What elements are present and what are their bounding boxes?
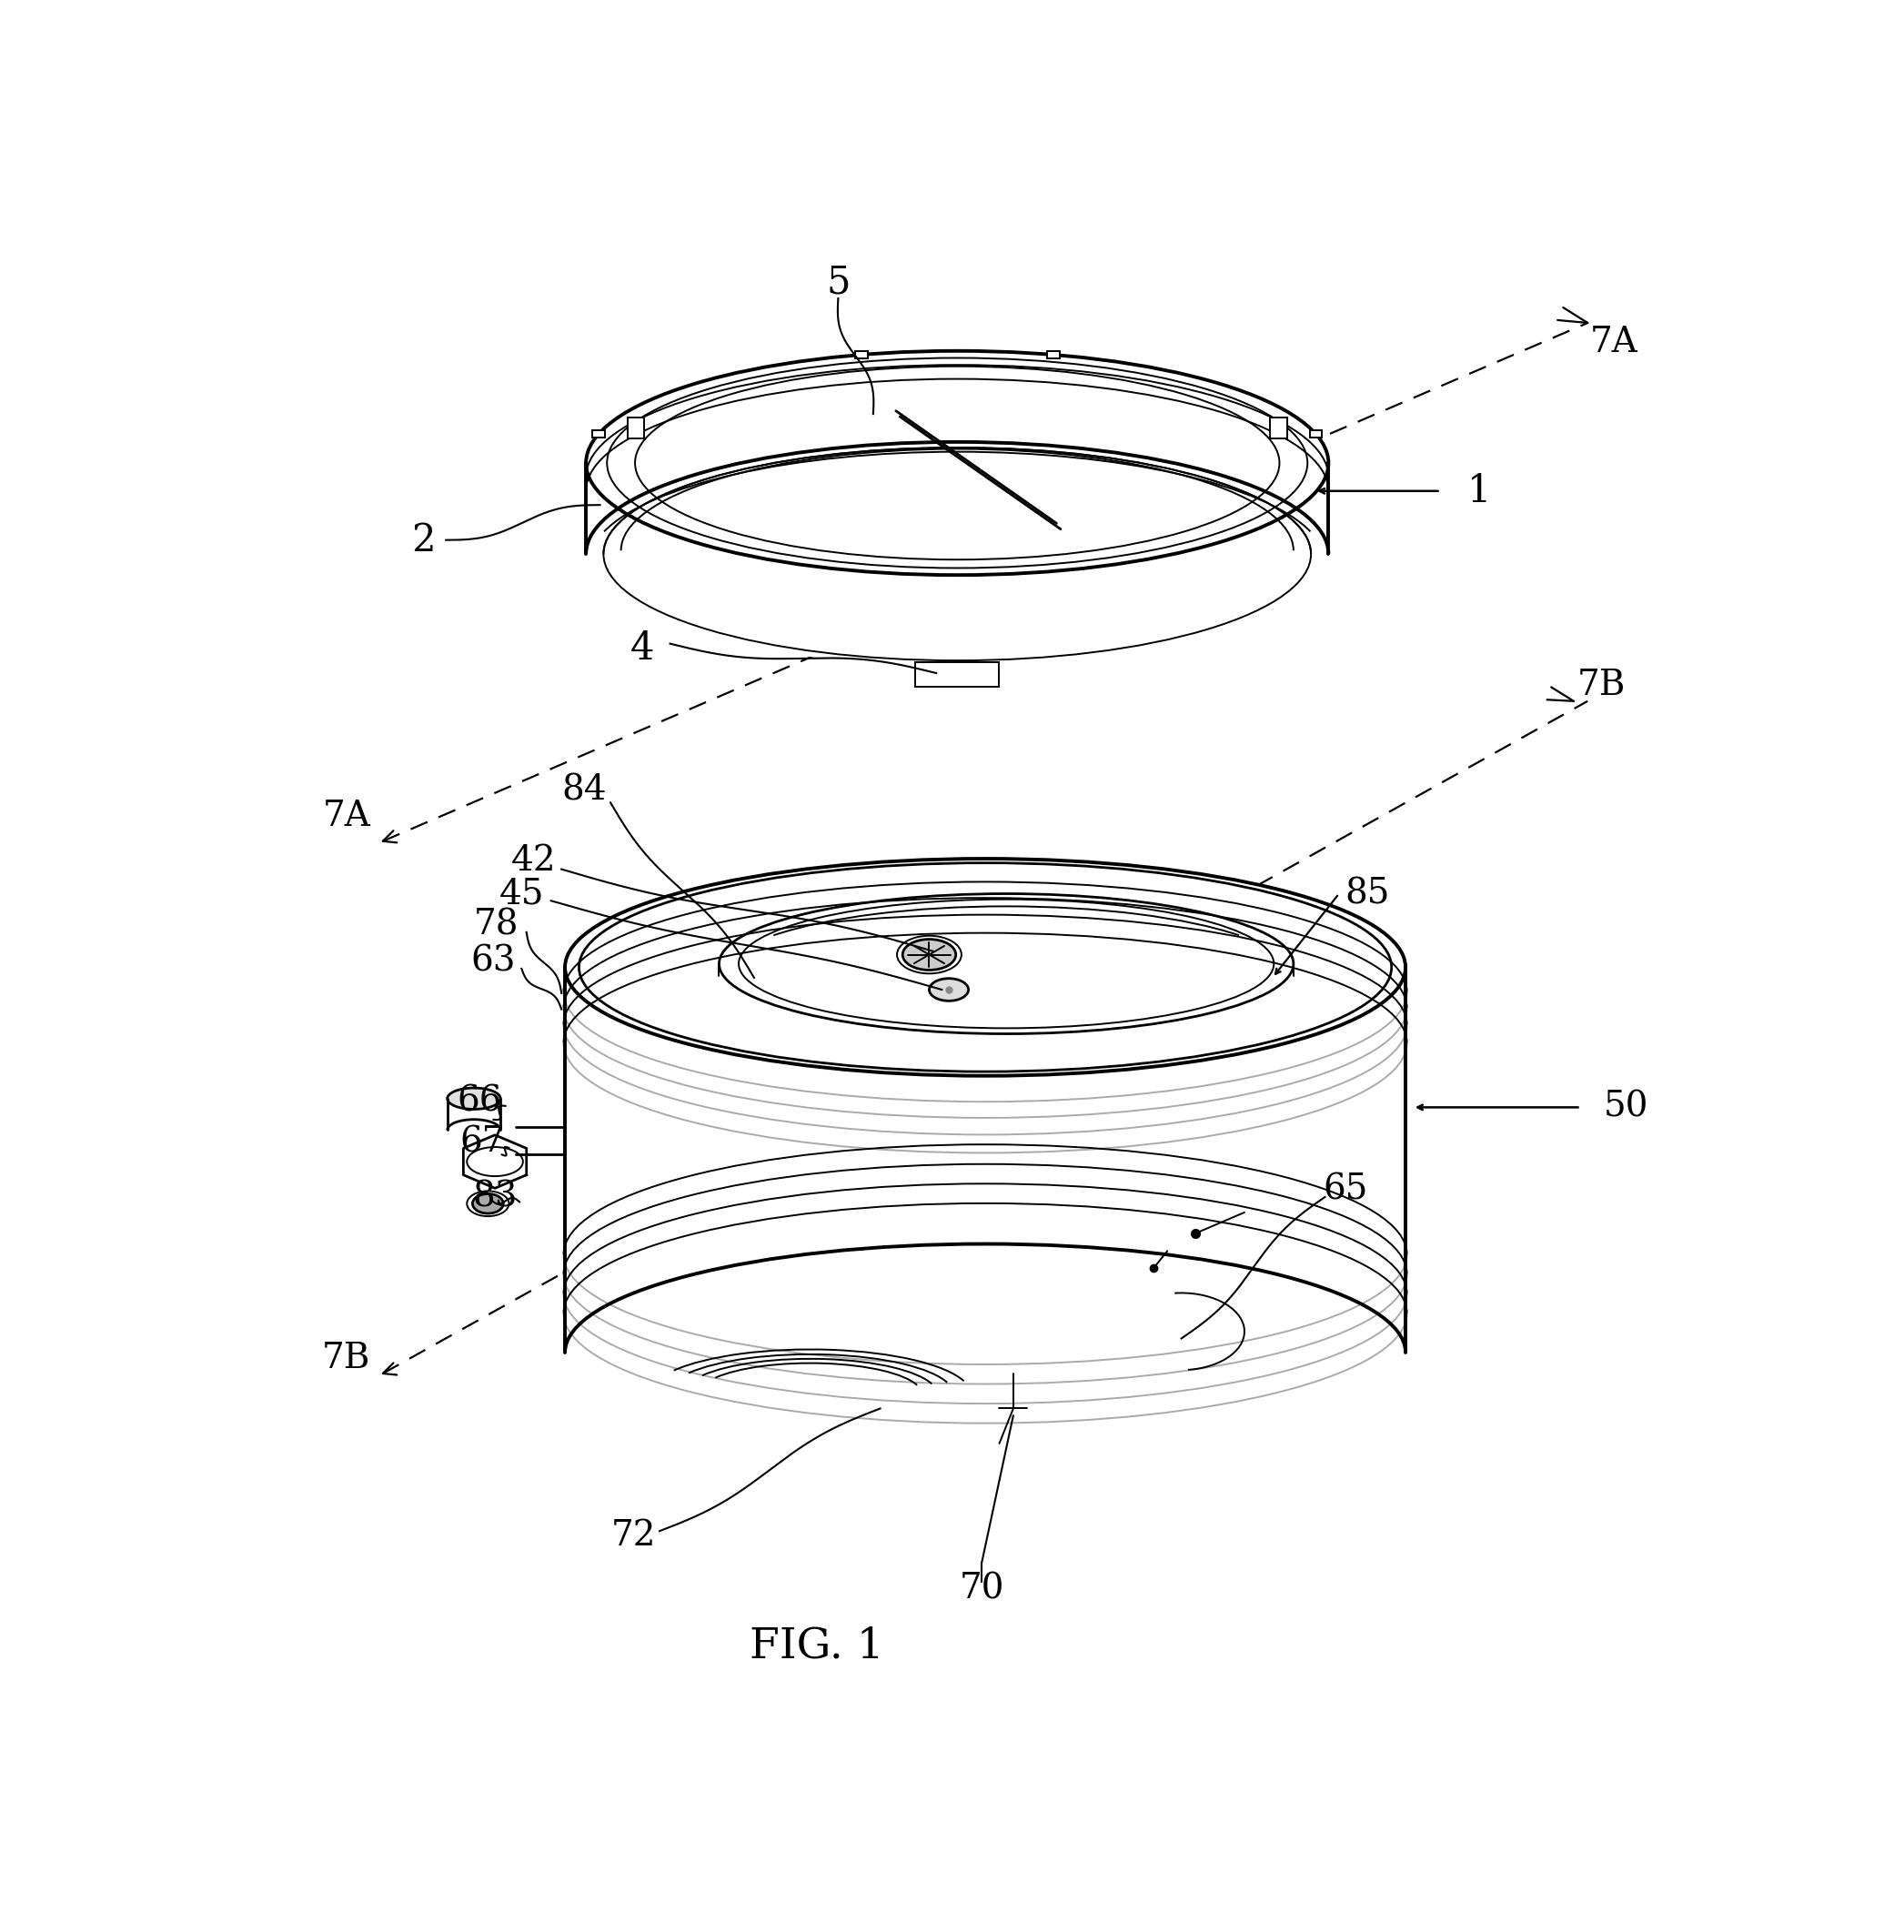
Ellipse shape (472, 1194, 503, 1213)
Text: 65: 65 (1323, 1173, 1369, 1208)
Text: FIG. 1: FIG. 1 (750, 1627, 883, 1667)
Text: 50: 50 (1603, 1090, 1649, 1124)
Text: 7B: 7B (1577, 668, 1626, 703)
Ellipse shape (586, 352, 1329, 576)
Text: 7B: 7B (322, 1341, 371, 1376)
Text: 5: 5 (826, 263, 851, 301)
Text: 78: 78 (474, 908, 520, 943)
Text: 1: 1 (1468, 471, 1491, 510)
Text: 85: 85 (1344, 877, 1390, 910)
Text: 7A: 7A (322, 800, 371, 833)
Bar (1310, 431, 1321, 437)
Bar (592, 431, 605, 437)
Text: 63: 63 (470, 945, 516, 978)
Text: 4: 4 (630, 630, 655, 668)
Bar (565, 968, 1405, 1352)
Bar (916, 663, 1000, 688)
Bar (1047, 352, 1061, 357)
Ellipse shape (565, 858, 1405, 1076)
Ellipse shape (902, 939, 956, 970)
Text: 45: 45 (499, 877, 545, 910)
Text: 66: 66 (457, 1086, 503, 1119)
Ellipse shape (565, 1244, 1405, 1461)
Bar (1270, 417, 1287, 439)
Text: 70: 70 (960, 1573, 1003, 1605)
Ellipse shape (447, 1088, 501, 1109)
Bar (626, 417, 644, 439)
Text: 67: 67 (459, 1126, 505, 1159)
Text: 7A: 7A (1590, 327, 1637, 359)
Text: 72: 72 (611, 1519, 657, 1553)
Text: 83: 83 (472, 1180, 518, 1213)
Ellipse shape (586, 442, 1329, 667)
Text: 84: 84 (562, 775, 607, 808)
Bar (855, 352, 868, 357)
Text: 42: 42 (510, 844, 556, 877)
Text: 2: 2 (411, 522, 436, 558)
Ellipse shape (929, 978, 969, 1001)
